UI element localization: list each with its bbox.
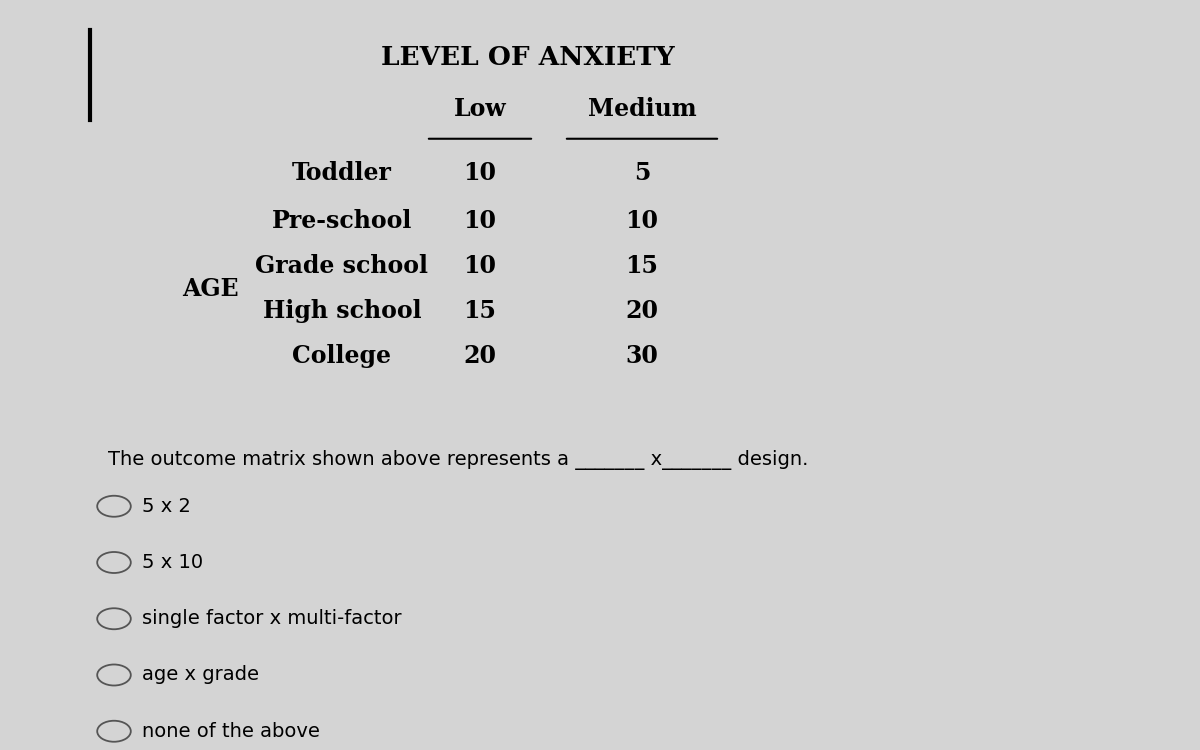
Text: High school: High school <box>263 299 421 323</box>
Text: AGE: AGE <box>181 277 239 301</box>
Text: College: College <box>293 344 391 368</box>
Text: 10: 10 <box>625 209 659 233</box>
Text: Medium: Medium <box>588 98 696 122</box>
Text: The outcome matrix shown above represents a _______ x_______ design.: The outcome matrix shown above represent… <box>108 450 809 470</box>
Text: Toddler: Toddler <box>292 160 392 184</box>
Text: 5 x 10: 5 x 10 <box>142 553 203 572</box>
Text: 5: 5 <box>634 160 650 184</box>
Text: 5 x 2: 5 x 2 <box>142 496 191 516</box>
Text: none of the above: none of the above <box>142 722 319 741</box>
Text: 10: 10 <box>463 160 497 184</box>
Text: 20: 20 <box>463 344 497 368</box>
Text: LEVEL OF ANXIETY: LEVEL OF ANXIETY <box>382 45 674 70</box>
Text: 10: 10 <box>463 254 497 278</box>
Text: 15: 15 <box>463 299 497 323</box>
Text: Pre-school: Pre-school <box>272 209 412 233</box>
Text: single factor x multi-factor: single factor x multi-factor <box>142 609 401 628</box>
Text: 30: 30 <box>625 344 659 368</box>
Text: 20: 20 <box>625 299 659 323</box>
Text: 10: 10 <box>463 209 497 233</box>
Text: age x grade: age x grade <box>142 665 259 685</box>
Text: Grade school: Grade school <box>256 254 428 278</box>
Text: Low: Low <box>454 98 506 122</box>
Text: 15: 15 <box>625 254 659 278</box>
